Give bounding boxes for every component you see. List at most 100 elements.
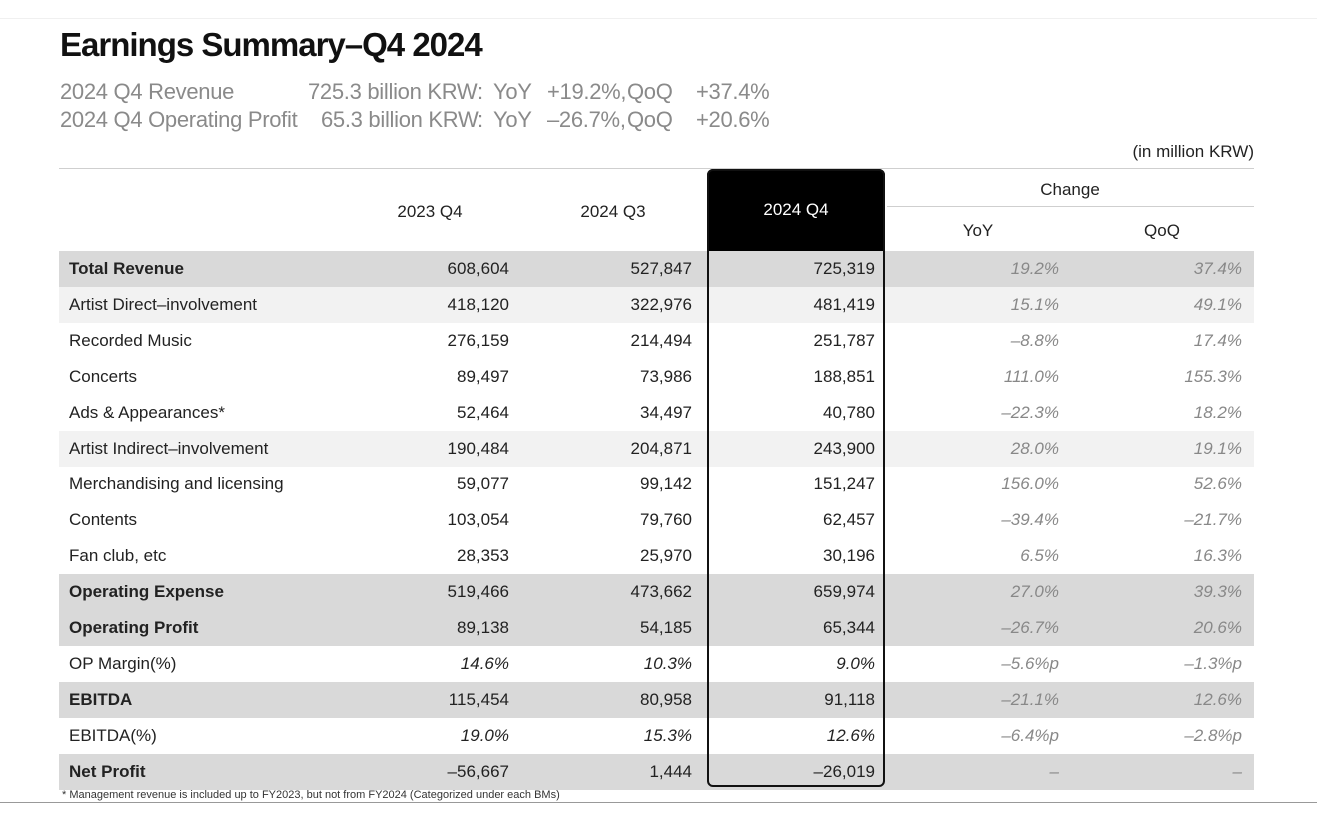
cell-2024-q4: 12.6% xyxy=(826,725,875,745)
cell-2024-q3: 79,760 xyxy=(640,510,692,530)
cell-2024-q3: 15.3% xyxy=(643,725,692,745)
cell-2024-q4: 251,787 xyxy=(813,330,875,350)
row-label: Operating Profit xyxy=(69,618,199,637)
cell-yoy: 19.2% xyxy=(1010,259,1059,278)
summary-yoy-label: YoY xyxy=(493,107,532,132)
cell-2024-q3: 527,847 xyxy=(630,259,692,278)
cell-yoy: –26.7% xyxy=(1001,618,1059,637)
summary-qoq-label: QoQ xyxy=(627,79,673,104)
row-label: Contents xyxy=(69,510,138,530)
table-row: Artist Direct–involvement 418,120 322,976 4… xyxy=(59,286,1254,323)
column-header-2023-q4: 2023 Q4 xyxy=(397,202,463,221)
cell-2024-q4: 9.0% xyxy=(836,653,875,673)
cell-qoq: –2.8%p xyxy=(1184,725,1242,745)
cell-2024-q3: 73,986 xyxy=(640,366,692,386)
row-label: Fan club, etc xyxy=(69,546,167,566)
cell-yoy: –5.6%p xyxy=(1001,653,1059,673)
cell-2024-q4: 481,419 xyxy=(813,294,875,314)
cell-2024-q3: 80,958 xyxy=(640,689,692,709)
cell-2023-q4: 52,464 xyxy=(457,402,509,422)
summary-qoq: +20.6% xyxy=(696,107,770,132)
cell-qoq: 37.4% xyxy=(1193,259,1242,278)
cell-yoy: –22.3% xyxy=(1001,402,1059,422)
cell-2023-q4: 418,120 xyxy=(447,294,509,314)
cell-2024-q4: –26,019 xyxy=(813,761,875,781)
summary-label: 2024 Q4 Operating Profit xyxy=(60,107,298,132)
column-header-yoy: YoY xyxy=(962,221,994,240)
table-row: EBITDA(%) 19.0% 15.3% 12.6% –6.4%p –2.8%p xyxy=(59,718,1254,754)
cell-2023-q4: 519,466 xyxy=(447,582,509,602)
cell-2023-q4: 103,054 xyxy=(447,510,509,530)
row-label: Ads & Appearances* xyxy=(69,402,225,422)
summary-value: 725.3 billion KRW xyxy=(308,79,478,104)
cell-2024-q4: 40,780 xyxy=(823,402,875,422)
cell-qoq: –1.3%p xyxy=(1184,653,1242,673)
cell-2024-q4: 30,196 xyxy=(823,546,875,566)
column-header-2024-q3: 2024 Q3 xyxy=(580,202,646,221)
cell-2023-q4: 190,484 xyxy=(447,438,509,458)
cell-yoy: 28.0% xyxy=(1010,438,1059,458)
row-label: EBITDA(%) xyxy=(69,725,157,745)
table-row: Ads & Appearances* 52,464 34,497 40,780 –22.… xyxy=(59,395,1254,431)
cell-2023-q4: 28,353 xyxy=(457,546,509,566)
cell-2024-q4: 659,974 xyxy=(813,582,875,602)
column-header-qoq: QoQ xyxy=(1144,221,1180,240)
cell-2023-q4: 59,077 xyxy=(457,474,509,494)
cell-yoy: 27.0% xyxy=(1010,582,1059,602)
cell-yoy: 6.5% xyxy=(1020,546,1059,566)
cell-yoy: – xyxy=(1049,761,1059,781)
table-row: EBITDA 115,454 80,958 91,118 –21.1% 12.6% xyxy=(59,681,1254,718)
cell-qoq: 16.3% xyxy=(1193,546,1242,566)
summary-yoy: +19.2%, xyxy=(547,79,627,104)
cell-2024-q4: 65,344 xyxy=(823,618,875,637)
cell-qoq: 19.1% xyxy=(1193,438,1242,458)
cell-2024-q4: 188,851 xyxy=(813,366,875,386)
cell-2024-q3: 214,494 xyxy=(630,330,692,350)
table-row: Fan club, etc 28,353 25,970 30,196 6.5% 16.3% xyxy=(59,538,1254,574)
cell-2024-q3: 25,970 xyxy=(640,546,692,566)
row-label: Artist Indirect–involvement xyxy=(69,438,269,458)
summary-colon: : xyxy=(477,79,483,104)
cell-qoq: 17.4% xyxy=(1193,330,1242,350)
cell-2023-q4: –56,667 xyxy=(447,761,509,781)
table-row: Net Profit –56,667 1,444 –26,019 – – xyxy=(59,753,1254,790)
table-row: Merchandising and licensing 59,077 99,142 1… xyxy=(59,466,1254,502)
cell-2024-q3: 99,142 xyxy=(640,474,692,494)
table-row: Total Revenue 608,604 527,847 725,319 19.2% 3… xyxy=(59,251,1254,287)
cell-qoq: 39.3% xyxy=(1193,582,1242,602)
table-row: OP Margin(%) 14.6% 10.3% 9.0% –5.6%p –1.3%p xyxy=(59,646,1254,682)
highlight-column-frame xyxy=(707,169,885,787)
cell-2024-q3: 34,497 xyxy=(640,402,692,422)
cell-qoq: 20.6% xyxy=(1193,618,1242,637)
column-header-2024-q4: 2024 Q4 xyxy=(707,169,885,251)
bottom-divider xyxy=(0,802,1317,803)
cell-qoq: –21.7% xyxy=(1184,510,1242,530)
cell-2024-q3: 1,444 xyxy=(649,761,692,781)
cell-yoy: 111.0% xyxy=(1003,366,1059,386)
table-top-rule xyxy=(59,168,1254,169)
row-label: Merchandising and licensing xyxy=(69,474,284,494)
summary-yoy: –26.7%, xyxy=(547,107,626,132)
summary-value: 65.3 billion KRW xyxy=(321,107,479,132)
table-row: Recorded Music 276,159 214,494 251,787 –8.8%… xyxy=(59,323,1254,359)
column-header-change: Change xyxy=(1040,180,1100,199)
cell-qoq: 18.2% xyxy=(1193,402,1242,422)
row-label: Artist Direct–involvement xyxy=(69,294,258,314)
cell-qoq: 49.1% xyxy=(1193,294,1242,314)
row-label: Operating Expense xyxy=(69,582,224,602)
cell-yoy: –21.1% xyxy=(1001,689,1059,709)
cell-2024-q3: 10.3% xyxy=(643,653,692,673)
footnote: * Management revenue is included up to F… xyxy=(62,789,560,801)
table-row: Concerts 89,497 73,986 188,851 111.0% 155.3% xyxy=(59,359,1254,395)
cell-2023-q4: 276,159 xyxy=(447,330,509,350)
cell-2024-q3: 54,185 xyxy=(640,618,692,637)
cell-2023-q4: 115,454 xyxy=(448,689,509,709)
table-row: Operating Profit 89,138 54,185 65,344 –26.7%… xyxy=(59,610,1254,646)
table-row: Contents 103,054 79,760 62,457 –39.4% –21.7% xyxy=(59,502,1254,538)
unit-note: (in million KRW) xyxy=(1132,142,1254,161)
cell-2024-q4: 91,118 xyxy=(824,689,875,709)
cell-2023-q4: 19.0% xyxy=(460,725,509,745)
cell-yoy: 156.0% xyxy=(1001,474,1059,494)
top-divider xyxy=(0,18,1317,19)
summary-qoq-label: QoQ xyxy=(627,107,673,132)
